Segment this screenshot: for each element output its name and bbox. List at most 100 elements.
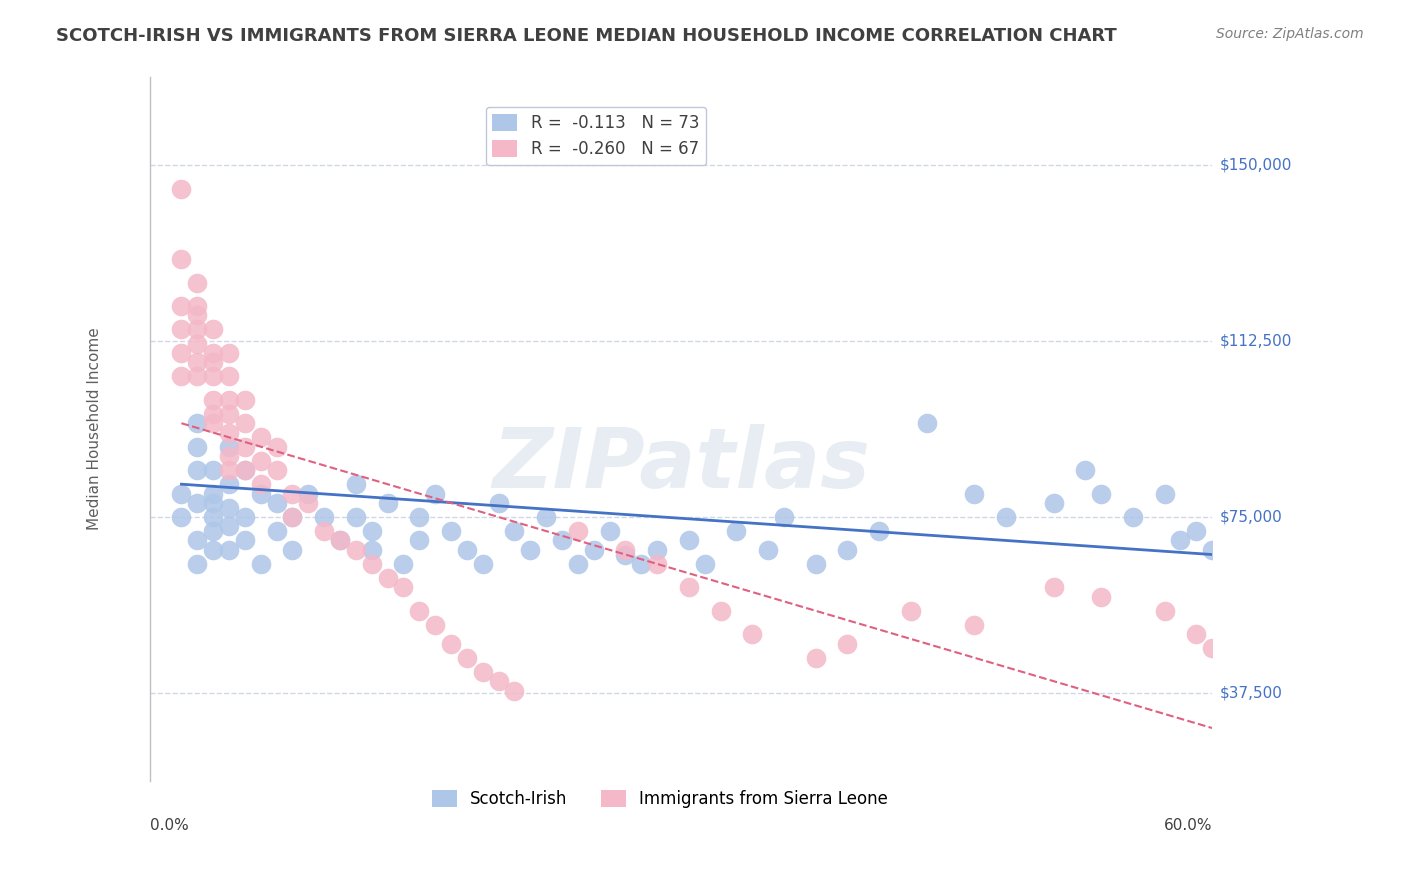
Point bbox=[360, 524, 382, 538]
Point bbox=[423, 486, 446, 500]
Point bbox=[963, 618, 986, 632]
Point bbox=[170, 299, 193, 313]
Point bbox=[170, 346, 193, 360]
Text: $150,000: $150,000 bbox=[1220, 158, 1292, 173]
Point bbox=[202, 392, 225, 407]
Point bbox=[202, 369, 225, 384]
Point bbox=[1201, 641, 1223, 656]
Point bbox=[440, 524, 463, 538]
Point bbox=[249, 430, 271, 444]
Point bbox=[281, 510, 304, 524]
Text: $37,500: $37,500 bbox=[1220, 685, 1282, 700]
Point bbox=[1185, 524, 1208, 538]
Point bbox=[202, 355, 225, 369]
Point bbox=[360, 557, 382, 571]
Point bbox=[170, 252, 193, 267]
Point bbox=[218, 500, 240, 515]
Point bbox=[218, 425, 240, 440]
Point bbox=[218, 369, 240, 384]
Point bbox=[519, 542, 541, 557]
Point bbox=[915, 416, 938, 430]
Point bbox=[599, 524, 621, 538]
Text: $112,500: $112,500 bbox=[1220, 334, 1292, 349]
Point bbox=[202, 416, 225, 430]
Text: 0.0%: 0.0% bbox=[149, 818, 188, 833]
Point bbox=[233, 392, 256, 407]
Point bbox=[233, 463, 256, 477]
Point bbox=[202, 322, 225, 336]
Point bbox=[963, 486, 986, 500]
Point bbox=[1042, 580, 1064, 594]
Point bbox=[170, 369, 193, 384]
Point bbox=[218, 392, 240, 407]
Point bbox=[534, 510, 557, 524]
Point bbox=[186, 463, 208, 477]
Point bbox=[725, 524, 748, 538]
Point bbox=[488, 496, 510, 510]
Point bbox=[456, 542, 478, 557]
Point bbox=[1090, 486, 1112, 500]
Point bbox=[804, 557, 827, 571]
Point bbox=[1201, 542, 1223, 557]
Point bbox=[614, 542, 637, 557]
Point bbox=[645, 542, 668, 557]
Point bbox=[440, 637, 463, 651]
Point bbox=[218, 542, 240, 557]
Point bbox=[297, 486, 319, 500]
Point bbox=[186, 369, 208, 384]
Point bbox=[344, 542, 367, 557]
Point bbox=[329, 533, 352, 548]
Point bbox=[900, 604, 922, 618]
Point bbox=[218, 477, 240, 491]
Point bbox=[408, 604, 430, 618]
Point bbox=[186, 496, 208, 510]
Point bbox=[266, 524, 288, 538]
Point bbox=[329, 533, 352, 548]
Legend: Scotch-Irish, Immigrants from Sierra Leone: Scotch-Irish, Immigrants from Sierra Leo… bbox=[425, 783, 894, 814]
Point bbox=[281, 510, 304, 524]
Point bbox=[678, 580, 700, 594]
Point bbox=[693, 557, 716, 571]
Point bbox=[567, 524, 589, 538]
Point bbox=[837, 637, 859, 651]
Point bbox=[186, 355, 208, 369]
Text: Median Household Income: Median Household Income bbox=[87, 327, 101, 531]
Point bbox=[202, 407, 225, 421]
Point bbox=[266, 496, 288, 510]
Point bbox=[249, 557, 271, 571]
Point bbox=[314, 524, 336, 538]
Point bbox=[344, 510, 367, 524]
Point bbox=[202, 524, 225, 538]
Point bbox=[202, 496, 225, 510]
Point bbox=[1153, 604, 1175, 618]
Point bbox=[218, 463, 240, 477]
Point bbox=[218, 440, 240, 454]
Point bbox=[567, 557, 589, 571]
Point bbox=[186, 299, 208, 313]
Point bbox=[202, 463, 225, 477]
Point bbox=[281, 486, 304, 500]
Point bbox=[756, 542, 779, 557]
Point bbox=[314, 510, 336, 524]
Point bbox=[266, 440, 288, 454]
Point bbox=[377, 496, 399, 510]
Point bbox=[233, 510, 256, 524]
Point bbox=[503, 683, 526, 698]
Point bbox=[423, 618, 446, 632]
Point bbox=[551, 533, 574, 548]
Point bbox=[471, 557, 494, 571]
Point bbox=[202, 486, 225, 500]
Point bbox=[645, 557, 668, 571]
Point bbox=[1153, 486, 1175, 500]
Point bbox=[392, 557, 415, 571]
Point bbox=[994, 510, 1017, 524]
Point bbox=[170, 322, 193, 336]
Point bbox=[503, 524, 526, 538]
Point bbox=[186, 416, 208, 430]
Point bbox=[249, 486, 271, 500]
Point bbox=[1185, 627, 1208, 641]
Point bbox=[408, 533, 430, 548]
Point bbox=[202, 510, 225, 524]
Point bbox=[218, 407, 240, 421]
Point bbox=[170, 182, 193, 196]
